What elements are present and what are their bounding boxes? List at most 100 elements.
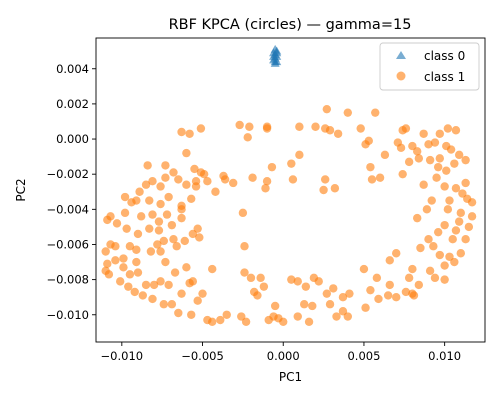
class-1-point-76	[385, 256, 394, 265]
class-1-point-192	[274, 314, 283, 323]
class-1-point-53	[443, 205, 453, 214]
class-1-point-40	[375, 173, 385, 182]
class-1-point-163	[187, 194, 196, 203]
x-axis-ticks: −0.010 −0.005 0.000 0.005 0.010	[101, 342, 461, 363]
class-1-point-51	[422, 205, 432, 214]
y-tick-label: 0.002	[56, 97, 89, 111]
class-1-point-119	[132, 257, 141, 267]
class-1-point-44	[440, 182, 449, 191]
class-1-point-199	[149, 280, 159, 290]
class-1-point-189	[216, 315, 225, 325]
class-1-point-36	[414, 154, 424, 163]
class-1-point-29	[430, 138, 440, 147]
class-1-point-109	[159, 300, 168, 309]
class-1-point-222	[413, 147, 422, 156]
class-1-point-73	[445, 252, 454, 261]
y-axis-ticks: 0.004 0.002 0.000 −0.002 −0.004 −0.006 −0.008 −…	[46, 62, 96, 322]
class-1-point-61	[429, 242, 438, 251]
class-1-point-100	[249, 287, 259, 297]
class-1-point-114	[116, 277, 125, 286]
class-1-point-210	[172, 242, 181, 251]
class-1-point-162	[177, 205, 186, 214]
class-1-point-144	[156, 199, 165, 209]
class-1-point-231	[199, 169, 209, 179]
class-1-point-164	[191, 182, 201, 191]
class-1-point-41	[398, 169, 407, 179]
class-1-point-39	[366, 162, 375, 172]
legend-marker-class-0	[396, 51, 406, 59]
class-1-point-57	[440, 220, 449, 230]
class-1-point-175	[330, 184, 340, 193]
class-1-point-1	[343, 108, 353, 117]
class-1-point-224	[267, 162, 277, 172]
class-1-point-215	[385, 280, 394, 290]
class-1-point-191	[270, 301, 280, 311]
class-1-point-63	[461, 235, 470, 244]
class-1-point-95	[293, 312, 302, 321]
class-1-point-227	[143, 161, 152, 170]
class-1-point-176	[295, 150, 304, 160]
class-1-point-152	[161, 173, 170, 182]
class-1-point-177	[240, 242, 249, 251]
class-1-point-218	[461, 178, 470, 188]
class-1-point-206	[101, 247, 110, 256]
class-1-point-55	[467, 212, 477, 221]
class-1-point-82	[374, 294, 383, 304]
class-1-point-194	[156, 277, 165, 286]
class-1-point-183	[293, 277, 302, 286]
class-1-point-31	[446, 145, 456, 154]
class-1-point-132	[112, 219, 122, 228]
class-1-point-18	[311, 122, 320, 131]
class-1-point-225	[287, 159, 296, 168]
class-1-point-148	[120, 192, 130, 202]
class-1-point-154	[182, 180, 191, 189]
legend-label-class-1: class 1	[424, 70, 465, 84]
chart-title: RBF KPCA (circles) — gamma=15	[169, 17, 412, 33]
class-1-point-58	[433, 227, 443, 237]
class-1-point-180	[246, 273, 256, 283]
class-1-point-10	[262, 122, 272, 131]
class-1-point-141	[177, 213, 186, 223]
class-1-point-221	[425, 155, 435, 165]
class-1-point-102	[237, 312, 246, 321]
class-1-point-179	[240, 268, 249, 277]
x-tick-label: −0.010	[101, 349, 144, 363]
class-1-point-193	[161, 257, 170, 267]
class-1-point-60	[416, 243, 425, 253]
legend-marker-class-1	[396, 71, 406, 81]
class-1-point-113	[124, 282, 133, 291]
x-tick-label: 0.000	[267, 349, 300, 363]
class-1-point-90	[322, 289, 332, 298]
class-1-point-105	[203, 315, 212, 325]
class-1-point-158	[228, 178, 238, 188]
legend: class 0 class 1	[379, 42, 480, 91]
class-1-point-28	[424, 140, 433, 149]
class-1-point-117	[111, 256, 120, 265]
class-1-point-69	[404, 273, 414, 283]
plot-area-frame	[95, 37, 486, 343]
class-1-point-130	[133, 229, 143, 239]
class-1-point-33	[461, 155, 470, 165]
class-1-point-94	[300, 300, 309, 309]
class-1-point-52	[413, 213, 422, 223]
class-1-point-145	[145, 196, 154, 205]
class-1-point-153	[174, 175, 183, 184]
class-1-point-229	[182, 148, 191, 158]
class-1-point-118	[119, 254, 128, 263]
class-1-point-21	[321, 124, 330, 133]
class-1-point-66	[440, 261, 449, 270]
class-1-point-129	[145, 224, 154, 233]
class-1-point-48	[467, 198, 477, 207]
class-1-point-190	[259, 282, 269, 291]
data-points	[101, 44, 477, 326]
class-1-point-120	[146, 247, 156, 256]
class-1-point-38	[380, 150, 390, 160]
class-1-point-139	[162, 210, 172, 219]
class-1-point-124	[169, 235, 178, 244]
class-1-point-203	[133, 268, 143, 277]
class-1-point-13	[196, 124, 206, 133]
y-tick-label: −0.006	[46, 237, 89, 251]
class-1-point-134	[106, 212, 115, 221]
class-1-point-196	[182, 263, 191, 272]
class-1-point-93	[301, 282, 311, 291]
